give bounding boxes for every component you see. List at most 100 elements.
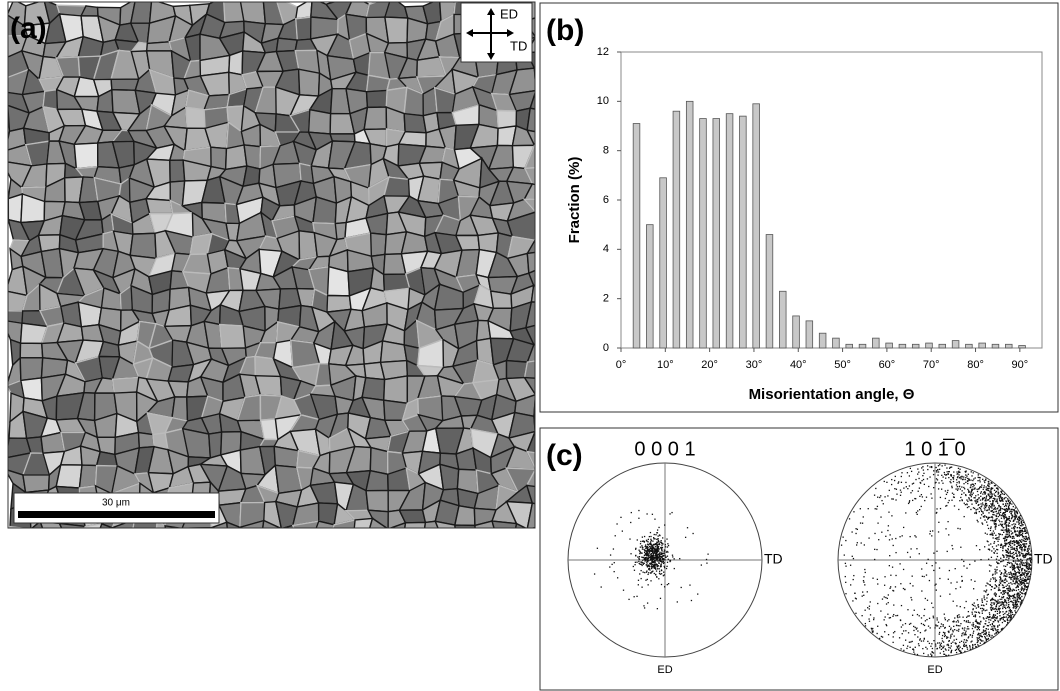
pole-dot bbox=[655, 561, 656, 562]
pole-dot bbox=[1017, 527, 1018, 528]
pole-dot bbox=[1004, 590, 1005, 591]
pole-dot bbox=[1011, 518, 1012, 519]
pole-dot bbox=[1021, 530, 1022, 531]
pole-dot bbox=[989, 501, 990, 502]
pole-dot bbox=[1005, 559, 1006, 560]
pole-dot bbox=[1013, 602, 1014, 603]
pole-dot bbox=[637, 556, 638, 557]
pole-dot bbox=[998, 631, 999, 632]
pole-dot bbox=[980, 559, 981, 560]
pole-dot bbox=[932, 648, 933, 649]
pole-dot bbox=[912, 490, 913, 491]
panel-label: (b) bbox=[546, 14, 584, 47]
pole-dot bbox=[629, 538, 630, 539]
pole-dot bbox=[953, 494, 954, 495]
pole-dot bbox=[993, 530, 994, 531]
pole-dot bbox=[918, 491, 919, 492]
grain bbox=[97, 452, 118, 466]
grain bbox=[168, 539, 194, 561]
pole-dot bbox=[921, 623, 922, 624]
pole-dot bbox=[657, 545, 658, 546]
pole-dot bbox=[919, 488, 920, 489]
grain bbox=[329, 538, 353, 561]
pole-dot bbox=[1011, 513, 1012, 514]
pole-dot bbox=[1013, 569, 1014, 570]
pole-dot bbox=[991, 487, 992, 488]
pole-dot bbox=[969, 615, 970, 616]
pole-dot bbox=[864, 610, 865, 611]
pole-dot bbox=[1012, 614, 1013, 615]
pole-dot bbox=[653, 558, 654, 559]
pole-dot bbox=[1003, 516, 1004, 517]
pole-dot bbox=[919, 615, 920, 616]
pole-dot bbox=[1013, 554, 1014, 555]
pole-dot bbox=[660, 558, 661, 559]
pole-dot bbox=[917, 614, 918, 615]
pole-dot bbox=[940, 653, 941, 654]
pole-dot bbox=[971, 579, 972, 580]
pole-dot bbox=[1004, 593, 1005, 594]
pole-dot bbox=[945, 498, 946, 499]
pole-dot bbox=[1000, 494, 1001, 495]
pole-dot bbox=[871, 628, 872, 629]
bar bbox=[700, 119, 707, 348]
pole-dot bbox=[974, 488, 975, 489]
pole-dot bbox=[993, 552, 994, 553]
grain bbox=[58, 538, 82, 557]
pole-dot bbox=[961, 476, 962, 477]
bar bbox=[766, 235, 773, 348]
grain bbox=[155, 544, 176, 561]
pole-dot bbox=[955, 568, 956, 569]
pole-dot bbox=[1022, 578, 1023, 579]
pole-dot bbox=[1016, 602, 1017, 603]
pole-dot bbox=[1021, 539, 1022, 540]
pole-dot bbox=[986, 639, 987, 640]
pole-dot bbox=[912, 576, 913, 577]
pole-dot bbox=[930, 627, 931, 628]
pole-dot bbox=[946, 467, 947, 468]
pole-dot bbox=[1000, 605, 1001, 606]
grain bbox=[455, 506, 475, 526]
pole-dot bbox=[641, 587, 642, 588]
pole-dot bbox=[948, 645, 949, 646]
pole-dot bbox=[659, 559, 660, 560]
pole-dot bbox=[974, 611, 975, 612]
pole-dot bbox=[1027, 572, 1028, 573]
pole-dot bbox=[996, 566, 997, 567]
pole-dot bbox=[1001, 599, 1002, 600]
pole-dot bbox=[946, 494, 947, 495]
pole-dot bbox=[1013, 560, 1014, 561]
pole-dot bbox=[974, 500, 975, 501]
pole-dot bbox=[1018, 524, 1019, 525]
pole-dot bbox=[992, 488, 993, 489]
pole-dot bbox=[648, 566, 649, 567]
pole-dot bbox=[650, 559, 651, 560]
pole-dot bbox=[1010, 540, 1011, 541]
pole-dot bbox=[1006, 531, 1007, 532]
pole-dot bbox=[942, 483, 943, 484]
pole-dot bbox=[653, 544, 654, 545]
pole-dot bbox=[991, 534, 992, 535]
pole-dot bbox=[893, 545, 894, 546]
pole-dot bbox=[975, 483, 976, 484]
pole-dot bbox=[971, 641, 972, 642]
pole-dot bbox=[984, 597, 985, 598]
pole-dot bbox=[978, 474, 979, 475]
pole-dot bbox=[1011, 601, 1012, 602]
pole-dot bbox=[1027, 548, 1028, 549]
pole-dot bbox=[987, 625, 988, 626]
pole-dot bbox=[999, 581, 1000, 582]
pole-dot bbox=[993, 604, 994, 605]
pole-dot bbox=[901, 605, 902, 606]
pole-dot bbox=[959, 500, 960, 501]
pole-dot bbox=[1010, 588, 1011, 589]
pole-dot bbox=[677, 601, 678, 602]
pole-dot bbox=[958, 629, 959, 630]
pole-dot bbox=[965, 495, 966, 496]
pole-dot bbox=[1024, 581, 1025, 582]
pole-dot bbox=[997, 493, 998, 494]
pole-dot bbox=[657, 566, 658, 567]
pole-dot bbox=[1005, 503, 1006, 504]
pole-dot bbox=[622, 530, 623, 531]
pole-dot bbox=[655, 560, 656, 561]
